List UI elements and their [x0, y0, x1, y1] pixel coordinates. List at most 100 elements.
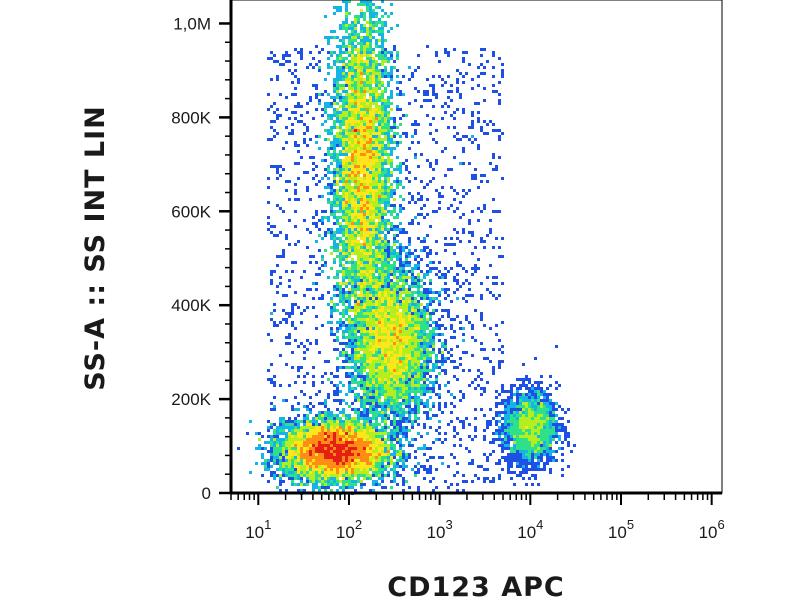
density-cell — [348, 192, 351, 195]
density-cell — [288, 420, 291, 423]
density-cell — [345, 165, 348, 168]
density-cell — [531, 444, 534, 447]
density-cell — [342, 231, 345, 234]
density-cell — [516, 426, 519, 429]
density-cell — [270, 378, 273, 381]
density-cell — [291, 81, 294, 84]
density-cell — [345, 414, 348, 417]
density-cell — [363, 144, 366, 147]
density-cell — [459, 399, 462, 402]
density-cell — [354, 369, 357, 372]
density-cell — [429, 417, 432, 420]
density-cell — [360, 201, 363, 204]
density-cell — [492, 51, 495, 54]
density-cell — [354, 393, 357, 396]
density-cell — [501, 390, 504, 393]
density-cell — [513, 423, 516, 426]
density-cell — [420, 240, 423, 243]
density-cell — [510, 438, 513, 441]
density-cell — [369, 15, 372, 18]
density-cell — [555, 381, 558, 384]
density-cell — [366, 36, 369, 39]
density-cell — [498, 81, 501, 84]
density-cell — [342, 351, 345, 354]
density-cell — [417, 282, 420, 285]
density-cell — [444, 297, 447, 300]
density-cell — [402, 309, 405, 312]
density-cell — [300, 441, 303, 444]
density-cell — [369, 183, 372, 186]
density-cell — [444, 147, 447, 150]
density-cell — [375, 420, 378, 423]
density-cell — [564, 435, 567, 438]
density-cell — [402, 378, 405, 381]
density-cell — [411, 330, 414, 333]
density-cell — [390, 381, 393, 384]
density-cell — [390, 378, 393, 381]
density-cell — [384, 147, 387, 150]
density-cell — [333, 294, 336, 297]
density-cell — [357, 306, 360, 309]
density-cell — [282, 432, 285, 435]
density-cell — [471, 210, 474, 213]
density-cell — [381, 372, 384, 375]
density-cell — [513, 408, 516, 411]
density-cell — [429, 357, 432, 360]
density-cell — [357, 93, 360, 96]
density-cell — [318, 417, 321, 420]
density-cell — [396, 333, 399, 336]
density-cell — [342, 342, 345, 345]
density-cell — [393, 264, 396, 267]
density-cell — [333, 6, 336, 9]
density-cell — [369, 45, 372, 48]
density-cell — [324, 360, 327, 363]
density-cell — [447, 357, 450, 360]
density-cell — [351, 231, 354, 234]
density-cell — [363, 90, 366, 93]
density-cell — [414, 354, 417, 357]
density-cell — [402, 354, 405, 357]
density-cell — [372, 267, 375, 270]
density-cell — [363, 321, 366, 324]
density-cell — [420, 327, 423, 330]
density-cell — [279, 207, 282, 210]
density-cell — [369, 66, 372, 69]
density-cell — [381, 159, 384, 162]
density-cell — [297, 144, 300, 147]
density-cell — [393, 393, 396, 396]
density-cell — [378, 303, 381, 306]
density-cell — [387, 84, 390, 87]
density-cell — [345, 345, 348, 348]
density-cell — [375, 369, 378, 372]
density-cell — [345, 153, 348, 156]
density-cell — [408, 300, 411, 303]
density-cell — [531, 411, 534, 414]
density-cell — [282, 252, 285, 255]
density-cell — [534, 381, 537, 384]
density-cell — [366, 228, 369, 231]
density-cell — [339, 69, 342, 72]
density-cell — [381, 84, 384, 87]
density-cell — [372, 249, 375, 252]
density-cell — [501, 351, 504, 354]
density-cell — [426, 252, 429, 255]
density-cell — [426, 246, 429, 249]
density-cell — [285, 54, 288, 57]
density-cell — [339, 297, 342, 300]
density-cell — [543, 408, 546, 411]
density-cell — [432, 384, 435, 387]
density-cell — [372, 123, 375, 126]
density-cell — [318, 69, 321, 72]
density-cell — [402, 312, 405, 315]
density-cell — [390, 420, 393, 423]
density-cell — [387, 201, 390, 204]
density-cell — [363, 84, 366, 87]
density-cell — [396, 408, 399, 411]
density-cell — [384, 282, 387, 285]
density-cell — [381, 249, 384, 252]
density-cell — [372, 153, 375, 156]
density-cell — [315, 444, 318, 447]
density-cell — [450, 402, 453, 405]
density-cell — [378, 93, 381, 96]
density-cell — [531, 435, 534, 438]
